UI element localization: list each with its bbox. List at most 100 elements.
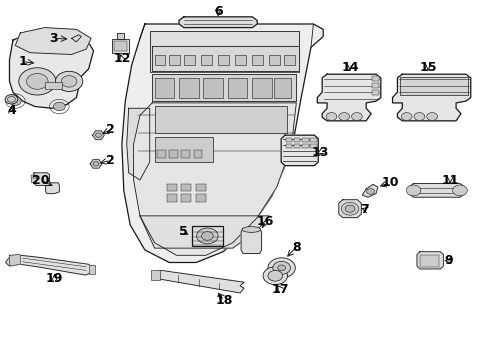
Polygon shape [93, 131, 104, 139]
Text: 1: 1 [18, 55, 27, 68]
Bar [155, 137, 213, 162]
Polygon shape [362, 184, 378, 197]
Bar [372, 83, 379, 88]
Bar [169, 149, 178, 158]
Circle shape [61, 76, 77, 87]
Bar [151, 270, 160, 280]
Polygon shape [127, 108, 150, 180]
Bar [152, 74, 296, 101]
Polygon shape [410, 184, 464, 197]
Bar [167, 194, 176, 202]
Bar [192, 226, 222, 246]
Bar [302, 144, 309, 148]
Text: 16: 16 [257, 215, 274, 228]
Bar [117, 33, 124, 39]
Bar [196, 194, 206, 202]
Bar [167, 184, 176, 191]
Polygon shape [122, 24, 323, 262]
Text: 14: 14 [342, 60, 359, 73]
Circle shape [263, 267, 288, 285]
Circle shape [96, 133, 101, 137]
Bar [201, 55, 212, 65]
Bar [114, 41, 127, 51]
Bar [181, 149, 190, 158]
Bar [420, 255, 440, 267]
Circle shape [268, 258, 295, 278]
Bar [228, 78, 247, 98]
Bar [284, 55, 295, 65]
Bar [372, 90, 379, 95]
Circle shape [351, 113, 362, 121]
Bar [196, 184, 206, 191]
Circle shape [278, 265, 286, 271]
Polygon shape [179, 17, 257, 28]
Circle shape [55, 71, 83, 91]
Text: 15: 15 [419, 60, 437, 73]
Bar [302, 138, 309, 142]
Bar [112, 39, 129, 53]
Polygon shape [281, 135, 318, 166]
Bar [235, 55, 246, 65]
Circle shape [93, 162, 99, 166]
Bar [274, 78, 292, 98]
Bar [286, 144, 292, 148]
Bar [270, 55, 280, 65]
Circle shape [26, 73, 48, 89]
Text: 6: 6 [214, 5, 222, 18]
Text: 2: 2 [106, 123, 115, 136]
Text: 12: 12 [113, 52, 131, 65]
Bar [286, 138, 292, 142]
Polygon shape [339, 200, 361, 218]
Bar [372, 76, 379, 81]
Text: 20: 20 [32, 174, 49, 186]
Circle shape [341, 202, 359, 215]
Bar [218, 55, 229, 65]
Bar [311, 138, 317, 142]
Bar [252, 55, 263, 65]
Bar [252, 78, 272, 98]
Text: 11: 11 [441, 174, 459, 186]
Bar [194, 149, 202, 158]
Bar [157, 149, 166, 158]
Text: 2: 2 [106, 154, 115, 167]
Text: 13: 13 [312, 145, 329, 158]
Text: 18: 18 [216, 294, 233, 307]
Circle shape [345, 205, 355, 212]
Polygon shape [318, 74, 381, 121]
Bar [45, 82, 62, 89]
Text: 7: 7 [360, 203, 369, 216]
Bar [89, 265, 95, 274]
Circle shape [201, 231, 213, 240]
Circle shape [339, 113, 349, 121]
Circle shape [326, 113, 337, 121]
Polygon shape [90, 159, 102, 168]
Polygon shape [72, 35, 81, 42]
Polygon shape [140, 216, 270, 248]
Text: 5: 5 [178, 225, 187, 238]
Polygon shape [15, 28, 91, 54]
Polygon shape [5, 255, 93, 275]
Circle shape [9, 97, 21, 105]
Circle shape [453, 185, 467, 196]
Bar [150, 31, 299, 72]
Circle shape [406, 185, 421, 196]
Text: 17: 17 [271, 283, 289, 296]
Circle shape [401, 113, 412, 121]
Polygon shape [392, 74, 471, 121]
Polygon shape [134, 103, 296, 255]
Circle shape [367, 189, 374, 194]
Bar [155, 107, 287, 134]
Circle shape [427, 113, 438, 121]
Polygon shape [152, 270, 244, 293]
Bar [155, 78, 174, 98]
Ellipse shape [242, 226, 261, 232]
Bar [155, 55, 165, 65]
Bar [311, 144, 317, 148]
Polygon shape [9, 255, 20, 266]
Text: 19: 19 [46, 272, 63, 285]
Text: 3: 3 [49, 32, 58, 45]
Text: 4: 4 [7, 104, 16, 117]
Polygon shape [34, 173, 59, 194]
Polygon shape [241, 228, 262, 253]
Bar [31, 175, 36, 182]
